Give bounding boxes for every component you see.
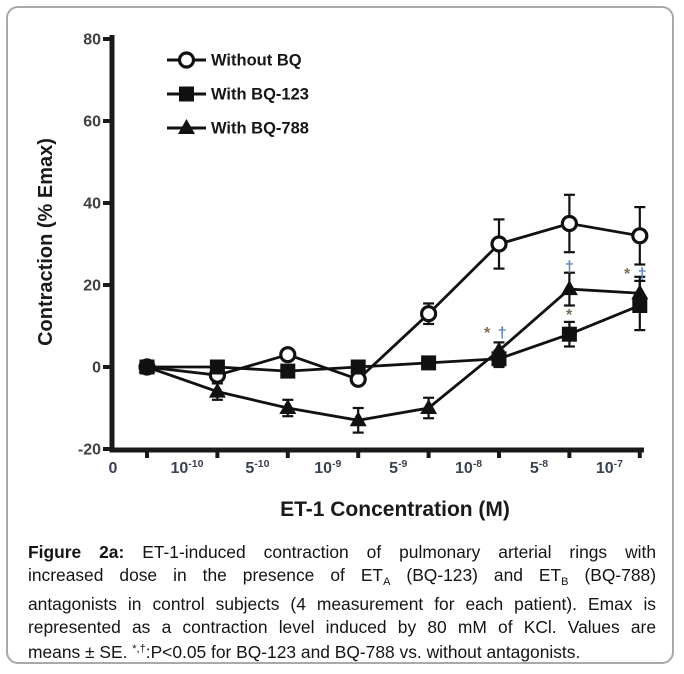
dose-response-chart: 80 60 40 20 0 -20 0 10-10 5-10 10-9 5-9 10-8 5-8 10-7… bbox=[35, 32, 649, 521]
x-tick-label: 10-7 bbox=[596, 458, 623, 477]
y-tick-label: 80 bbox=[83, 32, 101, 49]
caption-text: means ± SE. bbox=[28, 642, 133, 663]
caption-text: ET-1-induced contraction of pulmonary ar… bbox=[124, 542, 656, 562]
x-tick-label: 10-10 bbox=[171, 458, 204, 477]
series-markers-square bbox=[139, 298, 648, 379]
caption-text: (BQ-123) and ET bbox=[390, 564, 562, 585]
x-tick-label: 5-9 bbox=[389, 458, 407, 477]
y-tick-label: 60 bbox=[83, 114, 101, 131]
x-tick-label: 10-8 bbox=[455, 458, 482, 477]
x-tick-label: 5-10 bbox=[245, 458, 269, 477]
significance-annotation: * † bbox=[624, 266, 648, 283]
legend-label: With BQ-123 bbox=[211, 86, 309, 104]
legend-item-square: With BQ-123 bbox=[167, 86, 309, 104]
series-line-circle bbox=[146, 222, 641, 381]
caption-text: (BQ-788) bbox=[568, 564, 656, 585]
caption-text: represented as a contraction level induc… bbox=[28, 616, 656, 637]
y-tick-label: -20 bbox=[78, 442, 101, 459]
x-tick-label: 10-9 bbox=[314, 458, 341, 477]
legend-item-triangle: With BQ-788 bbox=[167, 119, 309, 138]
series-line-triangle bbox=[146, 287, 640, 422]
legend-label: With BQ-788 bbox=[211, 120, 309, 138]
caption-text: increased dose in the presence of ET bbox=[28, 564, 384, 585]
y-tick-label: 40 bbox=[83, 196, 101, 213]
caption-line: antagonists in control subjects (4 measu… bbox=[28, 593, 656, 616]
caption-text: *,† bbox=[132, 643, 146, 656]
caption-line: Figure 2a: ET-1-induced contraction of p… bbox=[28, 541, 656, 564]
caption-text: B bbox=[561, 575, 569, 588]
caption-text: :P<0.05 for BQ-123 and BQ-788 vs. withou… bbox=[145, 642, 581, 663]
caption-line: means ± SE. *,†:P<0.05 for BQ-123 and BQ… bbox=[28, 638, 656, 664]
figure-border bbox=[6, 6, 674, 664]
y-tick-label: 0 bbox=[92, 360, 101, 377]
y-axis-title: Contraction (% Emax) bbox=[35, 138, 57, 346]
x-tick-label: 5-8 bbox=[530, 458, 548, 477]
series-markers-triangle bbox=[138, 280, 649, 427]
y-tick-label: 20 bbox=[83, 278, 101, 295]
legend-label: Without BQ bbox=[211, 52, 302, 70]
caption-text: antagonists in control subjects (4 measu… bbox=[28, 594, 656, 615]
caption-text: A bbox=[383, 575, 391, 588]
series-line-square bbox=[147, 304, 641, 373]
x-tick-label: 0 bbox=[109, 460, 118, 477]
significance-annotation: * bbox=[566, 307, 574, 324]
figure-caption: Figure 2a: ET-1-induced contraction of p… bbox=[28, 541, 656, 664]
significance-annotation: * † bbox=[484, 325, 508, 342]
x-axis-title: ET-1 Concentration (M) bbox=[280, 498, 510, 521]
caption-line: represented as a contraction level induc… bbox=[28, 616, 656, 639]
significance-annotation: † bbox=[565, 259, 575, 276]
caption-line: increased dose in the presence of ETA (B… bbox=[28, 564, 656, 594]
legend-item-circle: Without BQ bbox=[167, 51, 302, 70]
caption-figure-label: Figure 2a: bbox=[28, 542, 125, 562]
